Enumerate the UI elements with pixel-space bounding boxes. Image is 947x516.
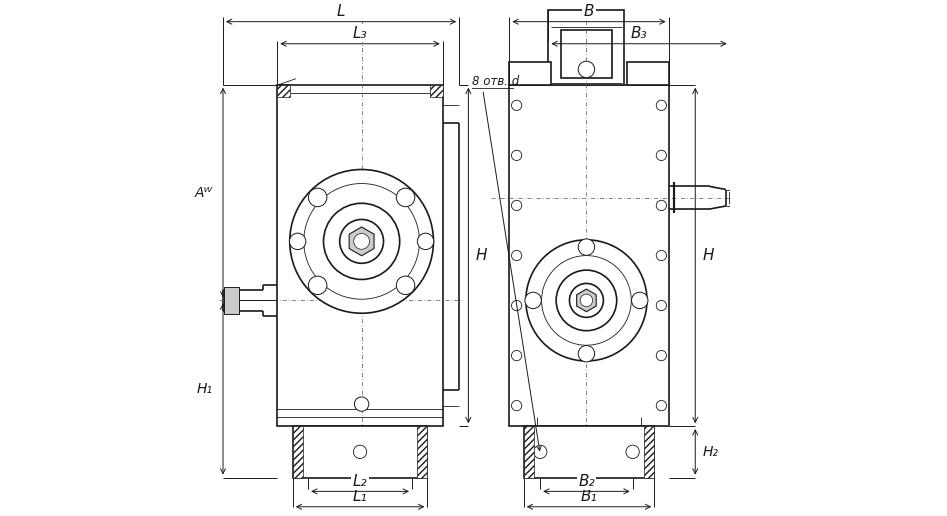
Bar	[509, 85, 669, 426]
Circle shape	[309, 276, 327, 295]
Circle shape	[290, 233, 306, 250]
Circle shape	[656, 350, 667, 361]
Circle shape	[581, 294, 593, 307]
Circle shape	[511, 200, 522, 211]
Circle shape	[656, 250, 667, 261]
Text: B₁: B₁	[581, 489, 598, 504]
Bar	[509, 62, 551, 85]
Circle shape	[656, 400, 667, 411]
Bar	[277, 85, 290, 97]
Circle shape	[656, 200, 667, 211]
Text: H: H	[703, 248, 714, 263]
Bar	[418, 426, 427, 477]
Circle shape	[542, 255, 632, 345]
Circle shape	[304, 184, 420, 299]
Circle shape	[309, 188, 327, 207]
Bar	[524, 426, 534, 477]
Text: L₂: L₂	[352, 474, 367, 489]
Circle shape	[656, 100, 667, 110]
Circle shape	[396, 188, 415, 207]
Circle shape	[579, 61, 595, 77]
Circle shape	[579, 239, 595, 255]
Circle shape	[511, 250, 522, 261]
Bar	[548, 10, 624, 85]
Text: Aᵂ: Aᵂ	[195, 186, 213, 200]
Circle shape	[533, 445, 547, 459]
Text: H₁: H₁	[197, 382, 213, 396]
Bar	[430, 85, 442, 97]
Circle shape	[511, 350, 522, 361]
Circle shape	[579, 346, 595, 362]
Circle shape	[511, 400, 522, 411]
Bar	[293, 426, 303, 477]
Polygon shape	[577, 289, 597, 312]
Bar	[562, 29, 612, 78]
Text: H₂: H₂	[703, 445, 719, 459]
Circle shape	[556, 270, 616, 331]
Circle shape	[656, 300, 667, 311]
Circle shape	[656, 150, 667, 160]
Circle shape	[353, 445, 366, 459]
Text: B₃: B₃	[631, 26, 648, 41]
Circle shape	[340, 219, 384, 263]
Text: B₂: B₂	[578, 474, 595, 489]
Bar	[293, 426, 427, 477]
Circle shape	[525, 292, 542, 309]
Text: L: L	[337, 4, 346, 19]
Polygon shape	[349, 227, 374, 256]
Circle shape	[511, 300, 522, 311]
Circle shape	[418, 233, 434, 250]
Circle shape	[569, 283, 603, 317]
Circle shape	[511, 150, 522, 160]
Circle shape	[396, 276, 415, 295]
Polygon shape	[224, 287, 239, 314]
Circle shape	[324, 203, 400, 280]
Bar	[644, 426, 654, 477]
Circle shape	[526, 240, 647, 361]
Circle shape	[354, 397, 368, 411]
Bar	[524, 426, 654, 477]
Circle shape	[353, 233, 369, 249]
Text: L₃: L₃	[352, 26, 367, 41]
Circle shape	[290, 170, 434, 313]
Circle shape	[511, 100, 522, 110]
Circle shape	[632, 292, 648, 309]
Text: B: B	[583, 4, 595, 19]
Text: 8 отв. d: 8 отв. d	[473, 75, 520, 88]
Bar	[627, 62, 669, 85]
Bar	[277, 85, 442, 426]
Text: H: H	[476, 248, 488, 263]
Text: L₁: L₁	[352, 489, 367, 504]
Circle shape	[626, 445, 639, 459]
